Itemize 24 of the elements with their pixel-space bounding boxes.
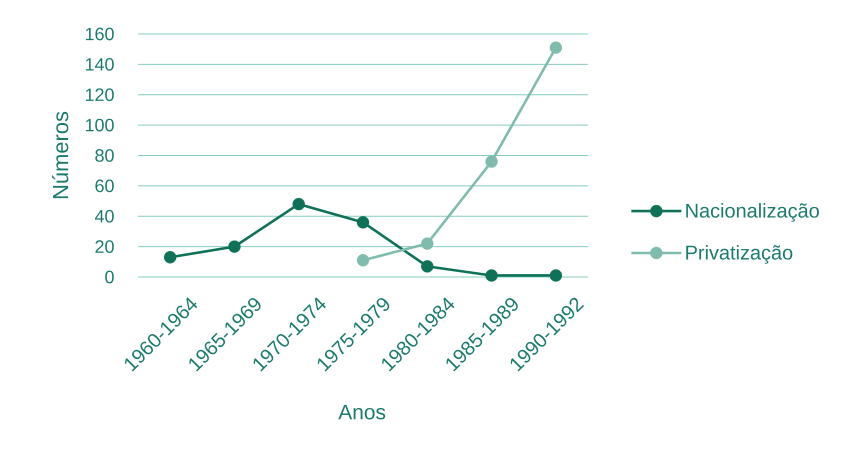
y-tick-label: 60 bbox=[95, 180, 114, 192]
y-tick-label: 80 bbox=[95, 149, 114, 162]
point bbox=[485, 155, 498, 168]
legend-label: Nacionalização bbox=[686, 203, 819, 222]
y-tick-label: 20 bbox=[95, 240, 114, 253]
point bbox=[292, 198, 305, 210]
point bbox=[421, 260, 434, 273]
x-axis-title: Anos bbox=[338, 404, 386, 420]
point bbox=[550, 269, 562, 282]
y-tick-label: 140 bbox=[86, 58, 114, 71]
y-tick-label: 0 bbox=[105, 270, 114, 284]
y-tick-label: 100 bbox=[86, 118, 114, 132]
point bbox=[228, 240, 241, 253]
y-tick-label: 40 bbox=[94, 210, 114, 223]
point bbox=[550, 41, 562, 54]
point bbox=[356, 254, 370, 266]
y-tick-label: 160 bbox=[86, 28, 114, 40]
legend-label: Privatização bbox=[686, 245, 792, 264]
point bbox=[164, 251, 176, 264]
y-axis-title: Números bbox=[52, 112, 68, 198]
point bbox=[485, 269, 498, 282]
point bbox=[421, 237, 434, 250]
y-tick-label: 120 bbox=[86, 88, 114, 102]
point bbox=[356, 216, 370, 229]
